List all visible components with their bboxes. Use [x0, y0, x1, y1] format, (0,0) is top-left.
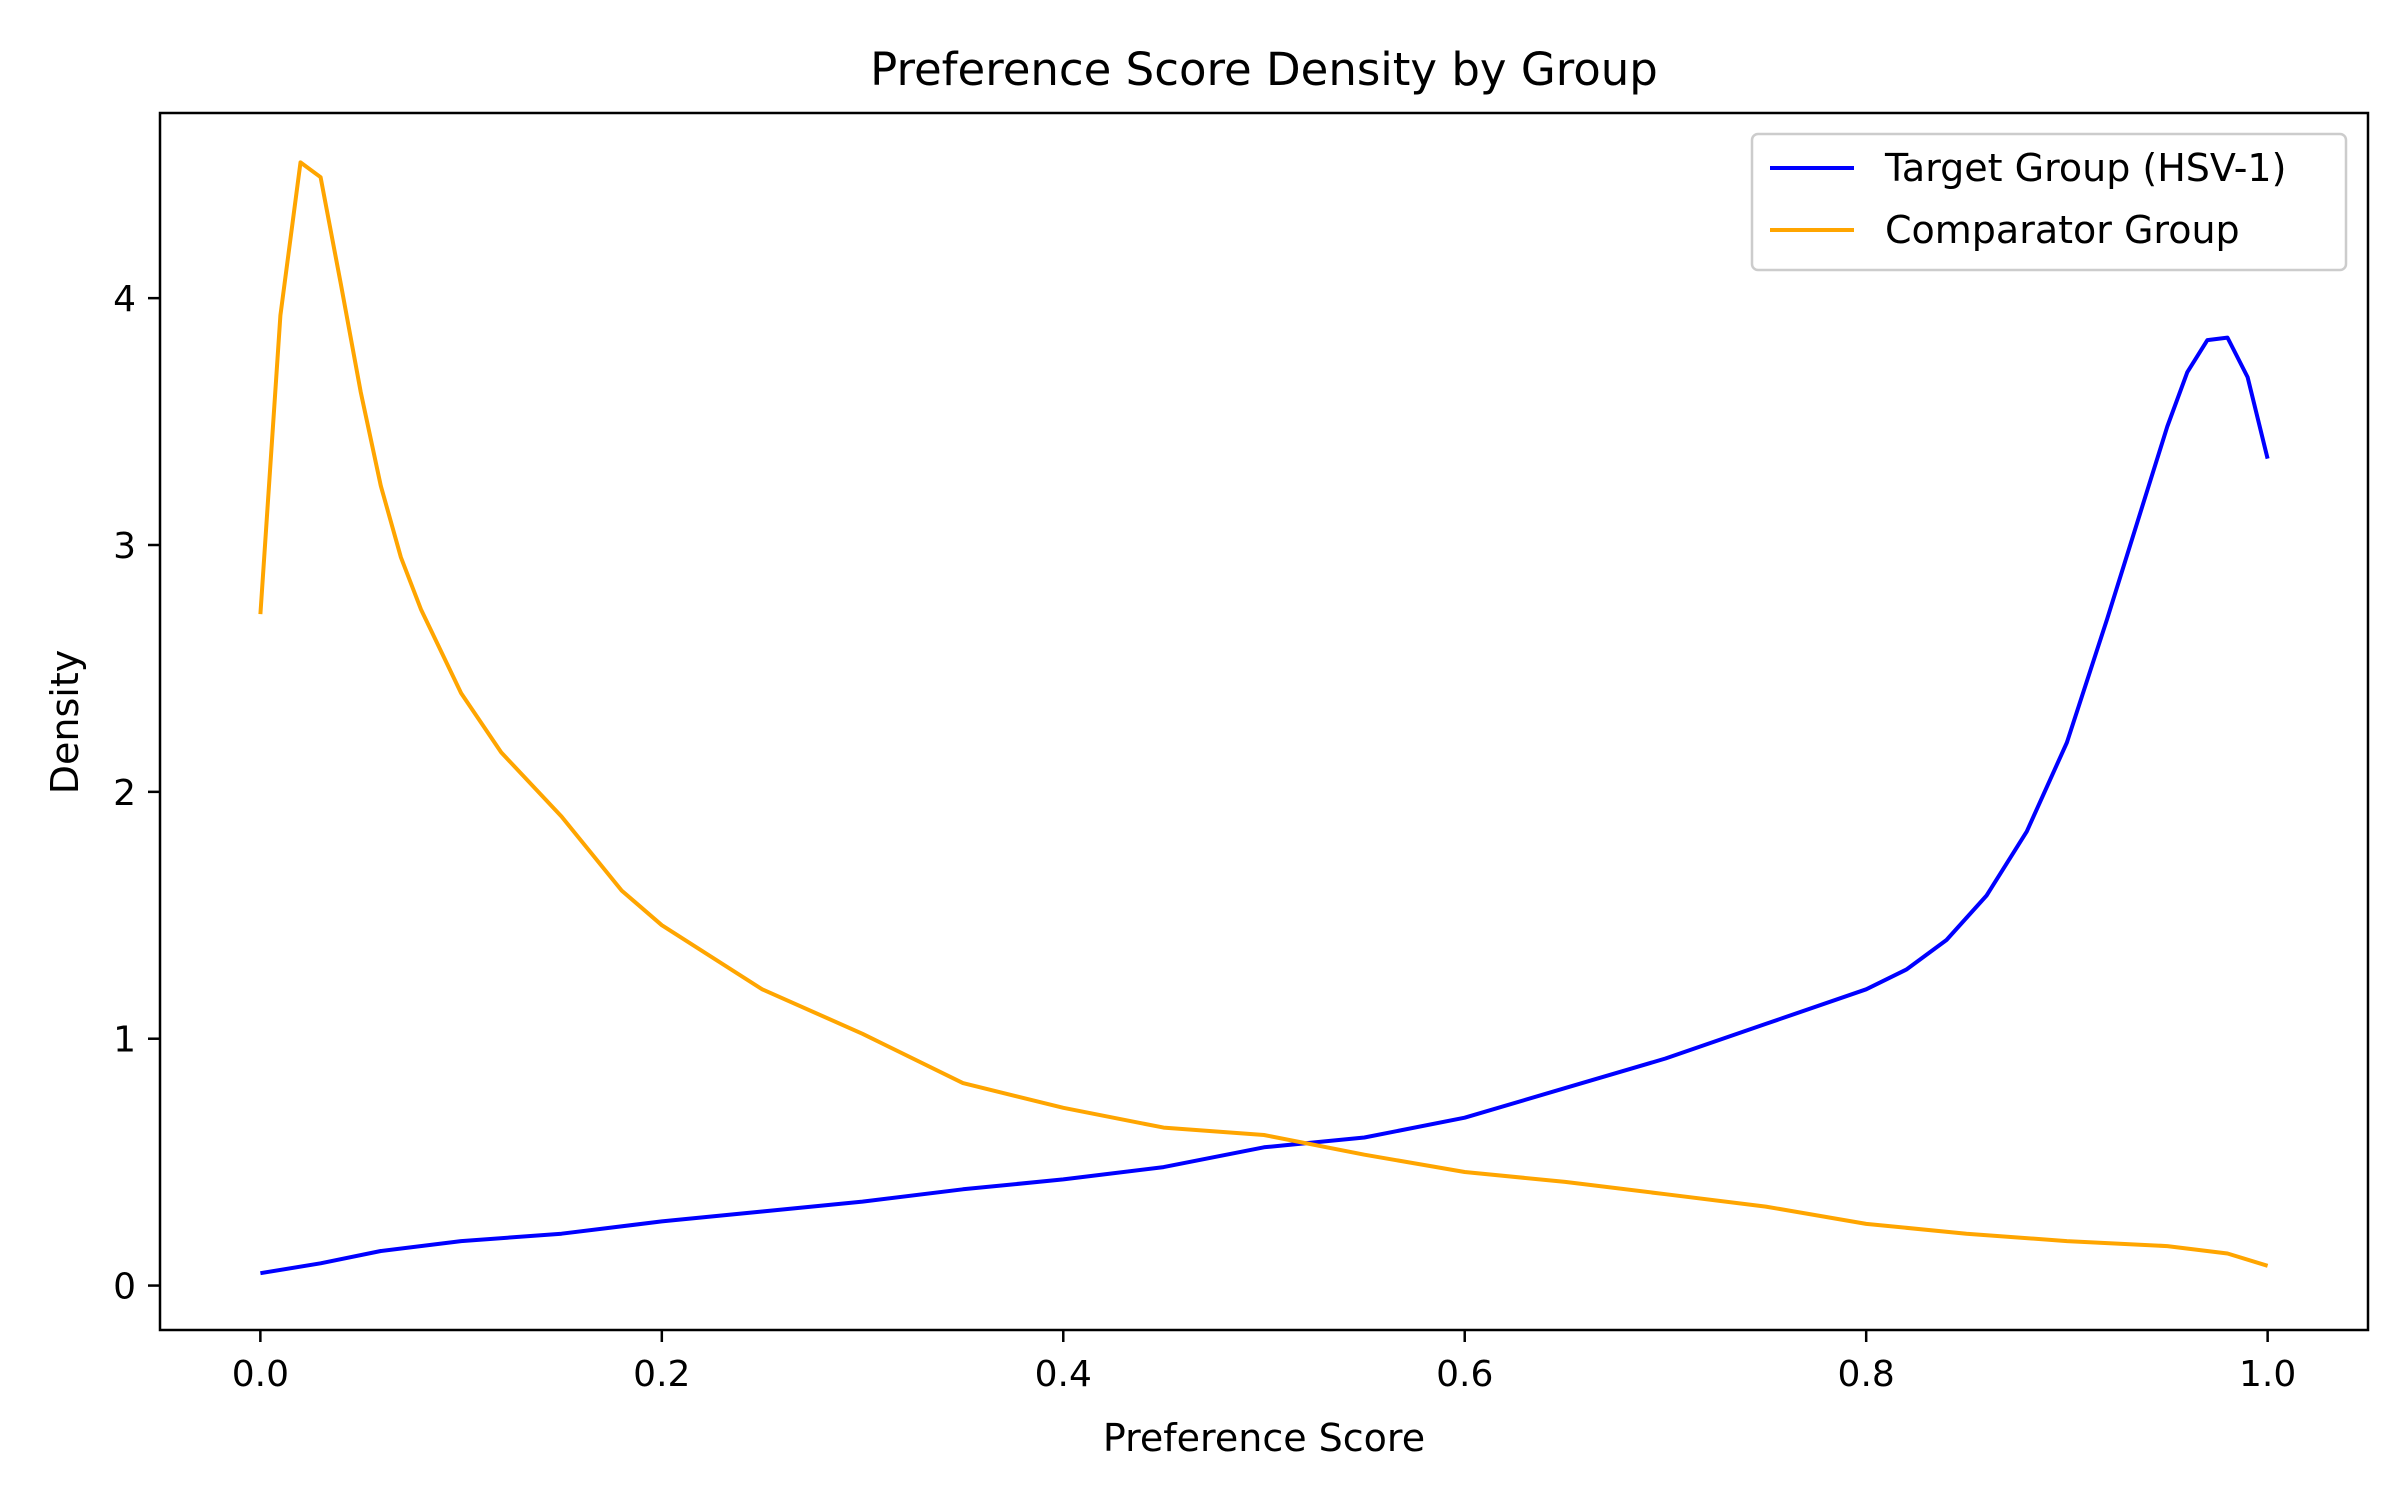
legend: Target Group (HSV-1) Comparator Group — [1750, 132, 2348, 272]
y-axis-label: Density — [43, 650, 87, 794]
x-tick-label: 1.0 — [2239, 1354, 2296, 1395]
plot-area — [258, 160, 2270, 1276]
x-tick-label: 0.8 — [1838, 1354, 1895, 1395]
legend-label-comparator-group: Comparator Group — [1885, 208, 2240, 252]
plot-frame — [158, 111, 2370, 1332]
y-tick-label: 3 — [113, 526, 136, 567]
y-tick-label: 1 — [113, 1020, 136, 1061]
series-line-comparator-group — [258, 160, 2269, 1268]
x-axis: 0.0 0.2 0.4 0.6 0.8 1.0 — [232, 1330, 2296, 1395]
x-axis-label: Preference Score — [1103, 1416, 1425, 1460]
series-line-target-group-hsv-1 — [260, 335, 2270, 1276]
y-tick-label: 4 — [113, 279, 136, 320]
y-axis: 0 1 2 3 4 — [113, 279, 160, 1308]
x-tick-label: 0.4 — [1035, 1354, 1092, 1395]
x-tick-label: 0.6 — [1436, 1354, 1493, 1395]
legend-box — [1750, 132, 2348, 272]
y-tick-label: 0 — [113, 1267, 136, 1308]
x-tick-label: 0.0 — [232, 1354, 289, 1395]
x-tick-label: 0.2 — [633, 1354, 690, 1395]
legend-label-target-group: Target Group (HSV-1) — [1884, 146, 2286, 190]
y-tick-label: 2 — [113, 773, 136, 814]
chart-title: Preference Score Density by Group — [870, 43, 1658, 96]
